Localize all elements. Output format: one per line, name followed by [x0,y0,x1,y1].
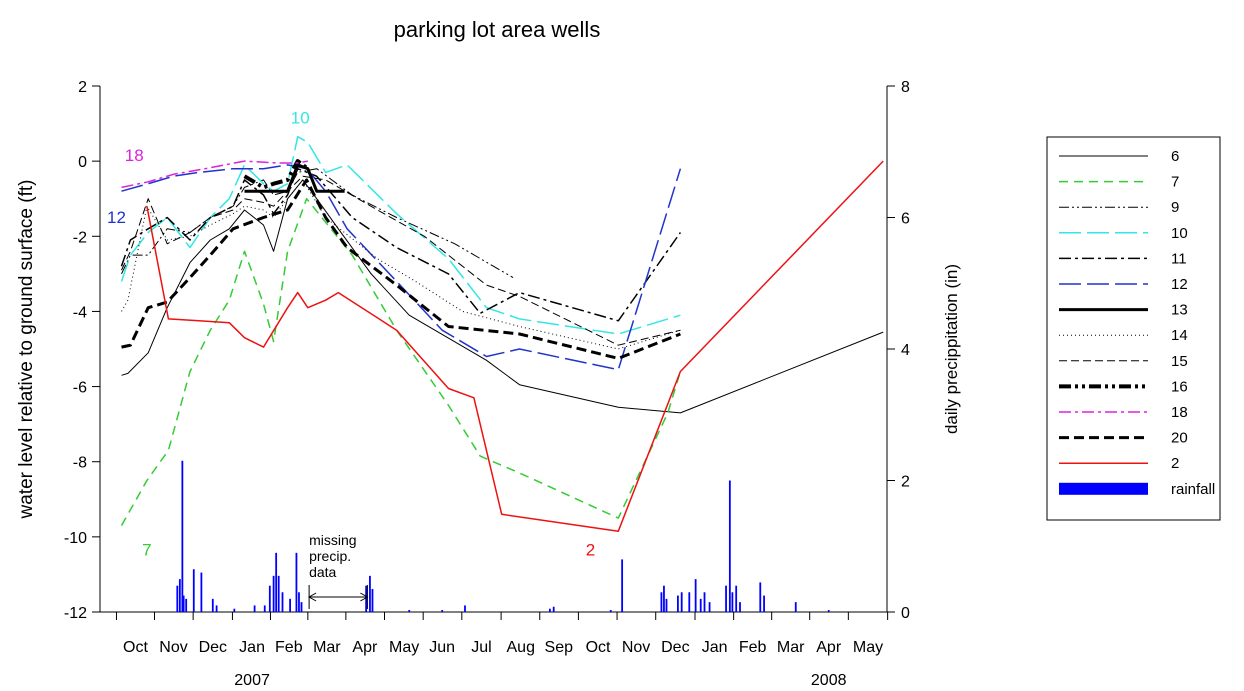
missing-data-label: data [309,564,336,580]
series-line-20 [121,178,681,360]
x-tick-label: Apr [816,639,842,656]
x-tick-label: May [389,639,419,656]
series-line-7 [120,197,682,526]
y-tick-label: -4 [73,304,87,321]
series-line-11 [120,167,682,322]
y2-tick-label: 8 [901,79,910,96]
y-tick-label: -2 [73,229,87,246]
legend-label-7: 7 [1171,174,1179,191]
legend-label-rainfall: rainfall [1171,481,1215,498]
legend-swatch-rainfall [1059,482,1148,495]
series-line-18 [121,160,308,189]
series-line-10 [120,135,681,335]
y-axis-label: water level relative to ground surface (… [16,180,37,520]
series-annotation-18: 18 [125,146,144,165]
series-annotation-10: 10 [291,109,310,128]
y2-tick-label: 2 [901,474,910,491]
x-tick-label: Nov [622,639,650,656]
y-tick-label: -8 [73,455,87,472]
legend: 6 7 9 10 11 12 13 14 15 16 18 20 2 rainfall [1046,136,1221,521]
legend-label-10: 10 [1171,225,1188,242]
x-tick-label: Mar [777,639,805,656]
legend-box [1046,136,1221,521]
y-tick-label: 2 [78,79,87,96]
x-tick-label: Jan [702,639,728,656]
series-line-16 [243,159,310,190]
series-annotation-12: 12 [107,208,126,227]
legend-label-16: 16 [1171,378,1188,395]
legend-label-11: 11 [1171,250,1187,267]
missing-data-label: missing [309,532,356,548]
x-tick-label: Feb [739,639,767,656]
x-tick-label: Apr [352,639,378,656]
chart-title: parking lot area wells [394,17,601,42]
y2-tick-label: 0 [901,605,910,622]
x-tick-label: Feb [275,639,303,656]
x-tick-label: Sep [545,639,574,656]
y-tick-label: -12 [64,605,87,622]
x-tick-label: May [853,639,883,656]
legend-label-14: 14 [1171,327,1188,344]
legend-label-2: 2 [1171,455,1179,472]
x-tick-label: Jan [239,639,265,656]
series-line-9 [121,168,514,279]
series-line-2 [146,160,884,532]
series-line-12 [121,164,682,371]
y2-tick-label: 4 [901,342,910,359]
y-tick-label: 0 [78,154,87,171]
x-tick-label: Oct [123,639,148,656]
series-line-6 [121,179,884,414]
legend-label-13: 13 [1171,302,1188,319]
legend-label-9: 9 [1171,199,1179,216]
missing-data-label: precip. [309,548,351,564]
plot-area: 2 0 -2 -4 -6 -8 -10 -12 8 6 4 2 0 Oct Nov Dec Jan Feb Mar A… [16,79,961,689]
legend-label-18: 18 [1171,404,1188,421]
legend-label-12: 12 [1171,276,1188,293]
x-tick-label: Jun [429,639,455,656]
y-tick-label: -6 [73,380,87,397]
y-tick-label: -10 [64,530,87,547]
y2-tick-label: 6 [901,211,910,228]
x-tick-label: Dec [199,639,227,656]
x-tick-label: Nov [159,639,187,656]
legend-label-15: 15 [1171,353,1188,370]
x-tick-label: Dec [661,639,689,656]
series-annotation-7: 7 [142,541,151,560]
y2-axis-label: daily precippitation (in) [942,264,961,434]
legend-label-6: 6 [1171,148,1179,165]
x-tick-label: Mar [313,639,341,656]
series-annotation-2: 2 [586,541,595,560]
year-label: 2007 [234,672,270,689]
series-line-14 [121,179,681,350]
series-line-15 [121,175,681,346]
legend-label-20: 20 [1171,430,1188,447]
x-tick-label: Jul [471,639,491,656]
year-label: 2008 [811,672,847,689]
x-tick-label: Aug [507,639,535,656]
x-tick-label: Oct [586,639,611,656]
